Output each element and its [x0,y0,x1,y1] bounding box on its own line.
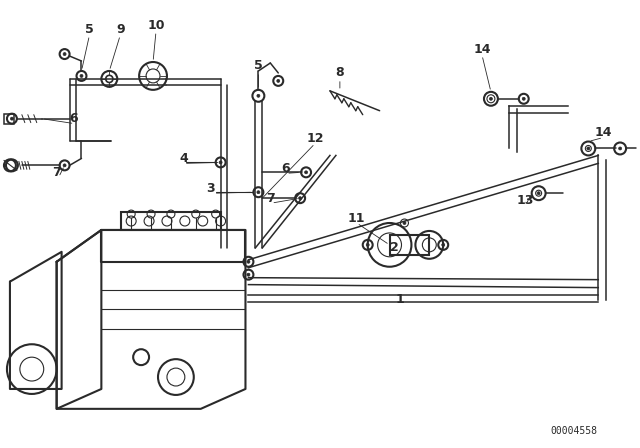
Circle shape [366,243,369,246]
Circle shape [63,164,66,167]
Text: 4: 4 [179,152,188,165]
Text: 14: 14 [595,126,612,139]
Text: 3: 3 [206,182,215,195]
Circle shape [442,243,445,246]
Text: 00004558: 00004558 [550,426,597,436]
Text: 6: 6 [281,162,289,175]
Circle shape [247,260,250,263]
Circle shape [403,221,406,224]
Circle shape [299,197,301,200]
Text: 11: 11 [348,211,365,224]
Circle shape [257,95,260,97]
Circle shape [537,192,540,195]
Circle shape [257,191,260,194]
Circle shape [619,147,621,150]
Circle shape [10,117,13,120]
Text: 7: 7 [52,166,61,179]
Text: 9: 9 [116,23,125,36]
Text: 7: 7 [266,192,275,205]
Text: 5: 5 [85,23,94,36]
Text: 14: 14 [473,43,491,56]
Circle shape [276,79,280,82]
Text: 12: 12 [307,132,324,145]
Circle shape [587,147,590,150]
Text: 8: 8 [335,66,344,79]
Bar [4,114,14,124]
Circle shape [219,161,222,164]
Circle shape [80,74,83,78]
Circle shape [247,273,250,276]
Bar [390,235,429,255]
Text: 6: 6 [69,112,78,125]
Bar [121,212,221,230]
Text: 1: 1 [395,293,404,306]
Text: 2: 2 [390,241,399,254]
Text: 13: 13 [517,194,534,207]
Text: 5: 5 [254,60,263,73]
Circle shape [305,171,308,174]
Circle shape [522,97,525,100]
Circle shape [490,97,492,100]
Text: 10: 10 [147,19,164,32]
Circle shape [63,52,66,56]
